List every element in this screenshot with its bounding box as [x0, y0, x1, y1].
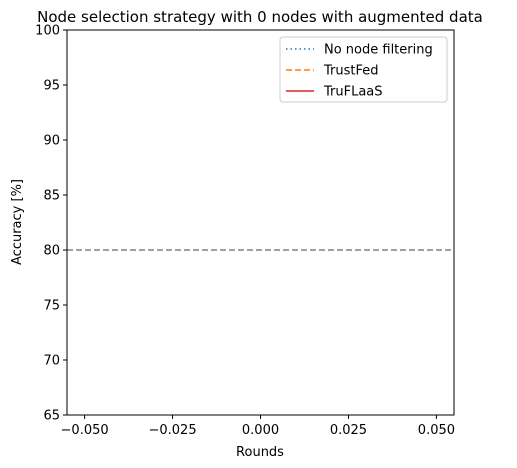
x-tick-label: 0.025: [330, 423, 367, 438]
x-tick-label: 0.050: [418, 423, 455, 438]
x-tick-label: −0.050: [61, 423, 109, 438]
y-axis: 65 70 75 80 85 90 95 100: [35, 24, 67, 424]
legend: No node filtering TrustFed TruFLaaS: [279, 36, 448, 103]
x-axis: −0.050 −0.025 0.000 0.025 0.050: [61, 415, 455, 438]
y-tick-label: 95: [43, 79, 60, 94]
y-tick-label: 65: [43, 409, 60, 424]
x-tick-label: 0.000: [242, 423, 279, 438]
x-tick-label: −0.025: [148, 423, 196, 438]
x-axis-label: Rounds: [236, 445, 284, 460]
y-axis-label: Accuracy [%]: [10, 179, 25, 265]
chart-title: Node selection strategy with 0 nodes wit…: [37, 8, 483, 26]
y-tick-label: 80: [43, 244, 60, 259]
legend-box: [279, 36, 448, 103]
legend-label: No node filtering: [324, 43, 433, 58]
y-tick-label: 70: [43, 354, 60, 369]
legend-label: TruFLaaS: [323, 85, 383, 100]
y-tick-label: 75: [43, 299, 60, 314]
y-tick-label: 100: [35, 24, 60, 39]
y-tick-label: 90: [43, 134, 60, 149]
y-tick-label: 85: [43, 189, 60, 204]
legend-label: TrustFed: [323, 64, 379, 79]
